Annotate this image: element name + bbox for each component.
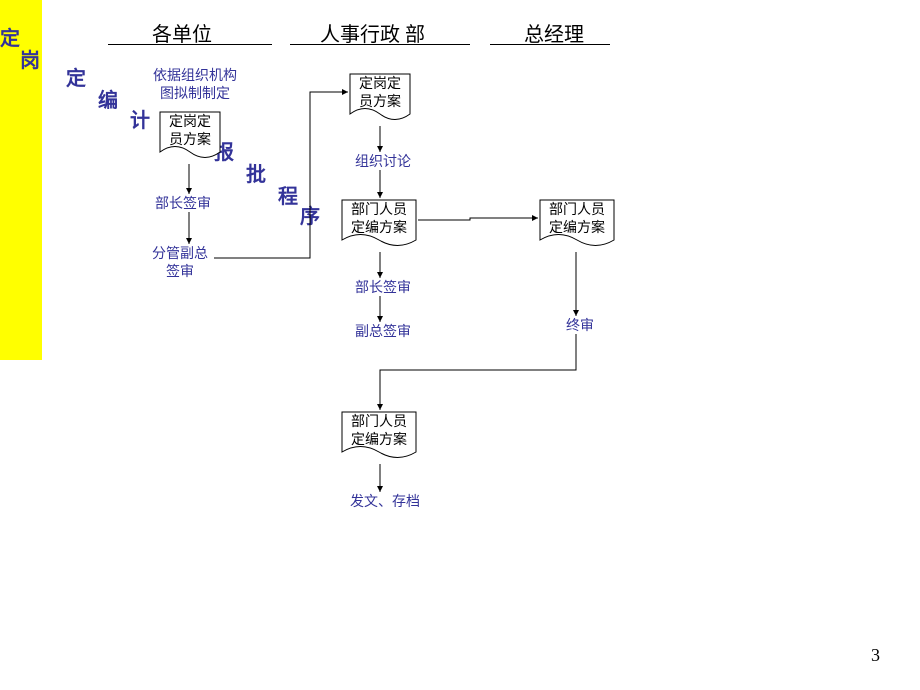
edge (214, 92, 348, 258)
title-char: 编 (98, 84, 118, 113)
header-underline (490, 44, 610, 45)
page-number: 3 (871, 645, 880, 666)
doc-node: 定岗定 员方案 (350, 74, 410, 114)
header-underline (290, 44, 470, 45)
column-header: 各单位 (152, 18, 212, 47)
process-label: 组织讨论 (348, 154, 418, 172)
doc-node: 部门人员 定编方案 (540, 200, 614, 240)
process-label: 发文、存档 (340, 494, 430, 512)
title-char: 程 (278, 180, 298, 209)
process-label: 部长签审 (348, 280, 418, 298)
process-label: 依据组织机构 图拟制制定 (140, 68, 250, 104)
doc-node: 部门人员 定编方案 (342, 200, 416, 240)
title-char: 定 (66, 62, 86, 91)
edge (418, 218, 538, 220)
title-char: 批 (246, 158, 266, 187)
process-label: 副总签审 (348, 324, 418, 342)
edge (380, 334, 576, 410)
doc-node: 部门人员 定编方案 (342, 412, 416, 452)
title-char: 计 (130, 104, 150, 133)
header-underline (108, 44, 272, 45)
process-label: 分管副总 签审 (140, 246, 220, 282)
process-label: 部长签审 (148, 196, 218, 214)
title-char: 岗 (20, 44, 40, 73)
title-char: 序 (300, 200, 320, 229)
process-label: 终审 (560, 318, 600, 336)
doc-node: 定岗定 员方案 (160, 112, 220, 152)
title-char: 定 (0, 22, 20, 51)
column-header: 总经理 (524, 18, 584, 47)
column-header: 人事行政 部 (320, 18, 425, 47)
